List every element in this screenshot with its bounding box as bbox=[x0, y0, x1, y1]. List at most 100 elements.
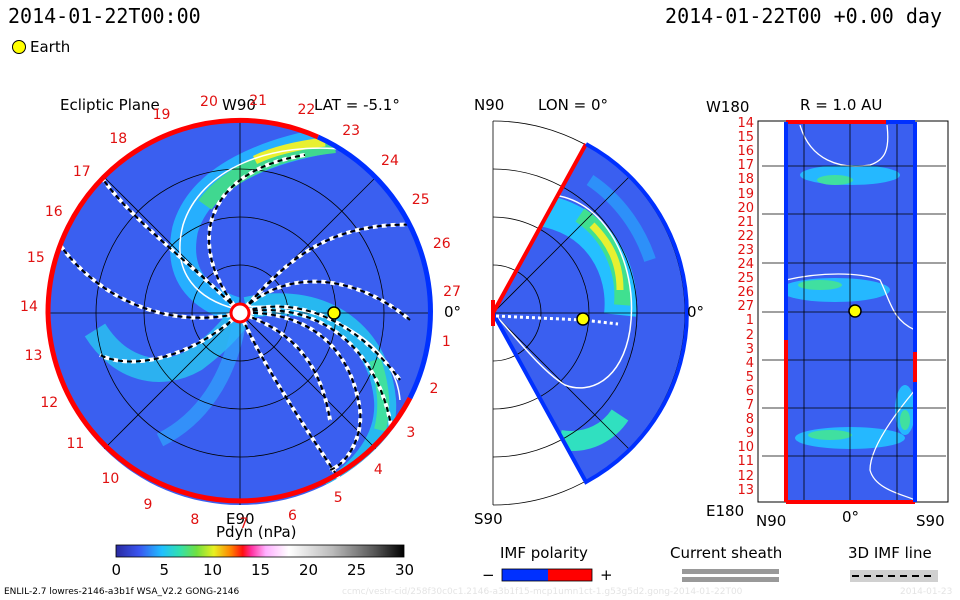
current-sheath-title: Current sheath bbox=[670, 544, 783, 562]
map-row-label: 4 bbox=[745, 355, 754, 371]
map-row-label: 9 bbox=[745, 426, 754, 442]
colorbar-tick: 30 bbox=[395, 561, 415, 579]
map-row-label: 3 bbox=[745, 341, 754, 357]
rotation-number: 20 bbox=[200, 94, 218, 111]
rotation-number: 3 bbox=[406, 424, 416, 441]
latitude-longitude-map bbox=[757, 120, 949, 504]
left-timestamp: 2014-01-22T00:00 bbox=[8, 4, 201, 28]
earth-legend-label: Earth bbox=[30, 38, 71, 56]
map-x-label-s90: S90 bbox=[916, 512, 945, 530]
imf-plus-label: + bbox=[600, 566, 613, 584]
map-title: R = 1.0 AU bbox=[800, 96, 883, 114]
ecliptic-title: Ecliptic Plane bbox=[60, 96, 160, 114]
imf-line-title: 3D IMF line bbox=[848, 544, 932, 562]
map-row-label: 15 bbox=[737, 130, 754, 146]
map-row-label: 12 bbox=[737, 468, 754, 484]
map-row-label: 6 bbox=[745, 383, 754, 399]
rotation-number: 2 bbox=[429, 381, 439, 398]
model-info-text: ENLIL-2.7 lowres-2146-a3b1f WSA_V2.2 GON… bbox=[4, 587, 240, 597]
map-row-label: 23 bbox=[737, 242, 754, 258]
map-x-label-n90: N90 bbox=[756, 512, 787, 530]
meridional-s90-label: S90 bbox=[474, 510, 503, 528]
map-row-label: 26 bbox=[737, 285, 754, 301]
earth-legend-icon bbox=[12, 40, 26, 54]
map-row-label: 27 bbox=[737, 299, 754, 315]
rotation-number: 21 bbox=[249, 92, 268, 109]
meridional-angle-label: 0° bbox=[687, 303, 705, 321]
rotation-number: 26 bbox=[432, 236, 451, 253]
imf-polarity-title: IMF polarity bbox=[500, 544, 588, 562]
map-x-label-0: 0° bbox=[842, 508, 860, 526]
colorbar-tick: 0 bbox=[111, 561, 122, 579]
earth-marker-meridional bbox=[576, 312, 590, 326]
earth-marker-ecliptic bbox=[327, 306, 341, 320]
meridional-lon-label: LON = 0° bbox=[538, 96, 608, 114]
map-row-label: 2 bbox=[745, 327, 754, 343]
map-row-label: 25 bbox=[737, 271, 754, 287]
map-row-label: 14 bbox=[737, 116, 754, 131]
sun-marker bbox=[229, 302, 251, 324]
meridional-plane-plot bbox=[491, 120, 689, 506]
map-row-label: 22 bbox=[737, 228, 754, 244]
map-row-label: 17 bbox=[737, 158, 754, 174]
map-row-label: 11 bbox=[737, 454, 754, 470]
rotation-number: 17 bbox=[72, 163, 91, 180]
colorbar-label: Pdyn (nPa) bbox=[216, 523, 297, 541]
rotation-number: 13 bbox=[24, 348, 43, 365]
imf-negative-swatch bbox=[502, 569, 548, 581]
map-row-label: 8 bbox=[745, 412, 754, 428]
map-row-label: 21 bbox=[737, 214, 754, 230]
rotation-number: 9 bbox=[143, 496, 153, 513]
rotation-number: 4 bbox=[373, 461, 383, 478]
rotation-number: 1 bbox=[441, 333, 451, 350]
watermark-text: ccmc/vestr-cid/258f30c0c1.2146-a3b1f15-m… bbox=[342, 587, 743, 597]
rotation-number: 24 bbox=[381, 153, 399, 170]
map-row-label: 10 bbox=[737, 440, 754, 456]
rotation-number: 12 bbox=[40, 394, 59, 411]
ecliptic-e90-label: E90 bbox=[226, 510, 255, 528]
colorbar-tick: 25 bbox=[347, 561, 367, 579]
colorbar bbox=[115, 544, 405, 558]
imf-minus-label: − bbox=[482, 566, 495, 584]
rotation-number: 8 bbox=[190, 511, 200, 528]
map-row-label: 7 bbox=[745, 398, 754, 413]
rotation-number: 10 bbox=[101, 471, 120, 488]
map-row-label: 1 bbox=[745, 313, 754, 329]
rotation-number: 18 bbox=[109, 131, 128, 148]
rotation-number: 7 bbox=[239, 515, 249, 532]
ecliptic-plane-plot bbox=[45, 117, 433, 505]
colorbar-tick: 20 bbox=[299, 561, 319, 579]
colorbar-tick: 10 bbox=[203, 561, 223, 579]
map-row-label: 19 bbox=[737, 186, 754, 202]
map-row-label: 5 bbox=[745, 369, 754, 385]
corner-date-text: 2014-01-23 bbox=[900, 587, 953, 597]
colorbar-tick: 5 bbox=[159, 561, 170, 579]
rotation-number: 25 bbox=[411, 191, 430, 208]
rotation-number: 15 bbox=[26, 250, 45, 267]
map-row-label: 24 bbox=[737, 257, 754, 272]
earth-marker-map bbox=[848, 304, 862, 318]
ecliptic-angle-label: 0° bbox=[444, 303, 462, 321]
rotation-number: 19 bbox=[152, 107, 171, 124]
map-row-label: 18 bbox=[737, 172, 754, 188]
map-row-label: 16 bbox=[737, 144, 754, 160]
map-w180-label: W180 bbox=[706, 98, 750, 116]
rotation-number: 5 bbox=[333, 490, 343, 506]
rotation-number: 23 bbox=[342, 122, 361, 139]
imf-positive-swatch bbox=[548, 569, 592, 581]
rotation-number: 14 bbox=[20, 299, 38, 316]
map-row-label: 13 bbox=[737, 482, 754, 498]
ecliptic-lat-label: LAT = -5.1° bbox=[314, 96, 400, 114]
rotation-number: 16 bbox=[44, 204, 63, 221]
rotation-number: 22 bbox=[297, 102, 316, 119]
map-row-label: 20 bbox=[737, 200, 754, 216]
right-timestamp: 2014-01-22T00 +0.00 day bbox=[665, 4, 942, 28]
rotation-number: 11 bbox=[66, 436, 85, 453]
rotation-number: 27 bbox=[443, 284, 461, 301]
meridional-n90-label: N90 bbox=[474, 96, 505, 114]
colorbar-tick: 15 bbox=[251, 561, 271, 579]
rotation-number: 6 bbox=[288, 508, 297, 525]
map-e180-label: E180 bbox=[706, 502, 745, 520]
